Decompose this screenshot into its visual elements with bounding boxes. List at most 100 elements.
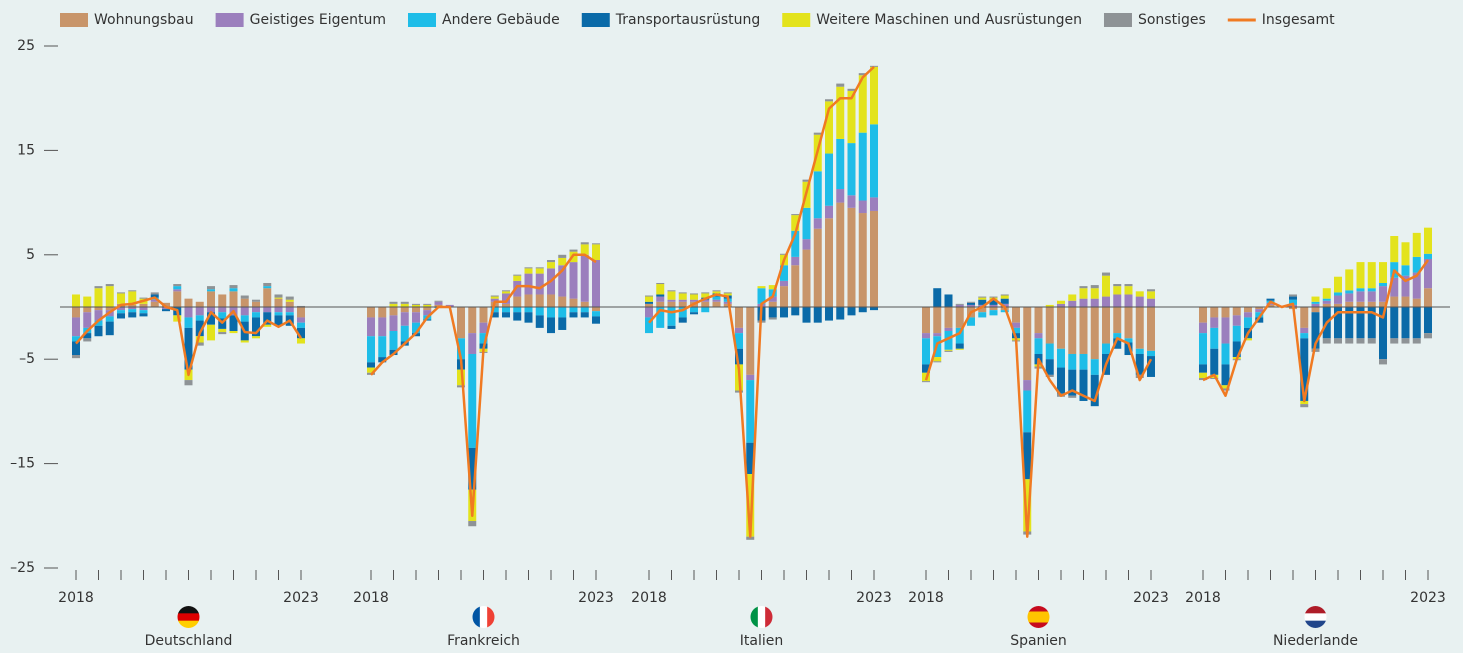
bar-segment (645, 296, 653, 302)
bar-segment (922, 333, 930, 339)
bar-segment (150, 292, 159, 295)
bar-segment (513, 296, 522, 307)
bar-segment (978, 296, 987, 298)
bar-segment (1334, 292, 1342, 296)
bar-segment (434, 300, 443, 302)
legend-swatch (215, 13, 244, 27)
bar-segment (847, 90, 856, 144)
bar-segment (218, 312, 227, 319)
bar-segment (1045, 359, 1054, 375)
flag-stripe (1027, 606, 1050, 612)
bar-segment (944, 331, 953, 350)
bar-segment (1232, 307, 1241, 316)
bar-segment (933, 357, 942, 362)
bar-segment (285, 301, 294, 307)
bar-segment (967, 301, 975, 303)
flag-stripe (1304, 606, 1327, 614)
bar-segment (94, 307, 103, 311)
bar-segment (1113, 294, 1122, 307)
bar-segment (978, 299, 987, 305)
bar-segment (645, 301, 653, 304)
bar-segment (701, 292, 710, 294)
bar-segment (723, 303, 732, 307)
bar-segment (645, 307, 653, 318)
bar-segment (802, 179, 811, 182)
bar-segment (825, 153, 833, 206)
bar-segment (1401, 242, 1410, 266)
bar-segment (558, 254, 567, 258)
bar-segment (1221, 343, 1230, 365)
bar-segment (1068, 395, 1077, 398)
bar-segment (1379, 359, 1387, 365)
bar-segment (967, 317, 975, 326)
bar-segment (297, 327, 305, 339)
y-tick-label: 5 (26, 247, 35, 263)
bar-segment (434, 301, 443, 305)
bar-segment (1090, 359, 1099, 375)
bar-segment (1199, 322, 1207, 334)
flag-stripe (1027, 611, 1050, 618)
bar-segment (1102, 343, 1110, 354)
bar-segment (1147, 298, 1155, 307)
bar-segment (825, 99, 833, 102)
flag-stripe (177, 620, 200, 628)
bar-segment (757, 288, 766, 304)
bar-segment (139, 310, 148, 314)
total-line (924, 297, 1153, 538)
bar-segment (457, 307, 465, 339)
bar-segment (1000, 310, 1009, 313)
bar-segment (1221, 307, 1230, 318)
bar-segment (195, 336, 204, 343)
bar-segment (1057, 367, 1065, 394)
panel-label: Italien (740, 633, 783, 649)
bar-segment (423, 307, 432, 311)
x-tick-label: 2018 (908, 590, 944, 606)
bar-segment (83, 338, 92, 342)
bar-segment (967, 302, 975, 305)
bar-segment (297, 322, 305, 328)
bar-segment (1311, 348, 1320, 352)
bar-segment (791, 307, 800, 316)
bar-segment (667, 325, 676, 329)
bar-segment (207, 291, 215, 307)
bar-segment (1390, 296, 1399, 307)
bar-segment (1300, 404, 1309, 408)
bar-segment (580, 254, 589, 302)
panel-label: Deutschland (145, 633, 233, 649)
bar-segment (678, 292, 687, 294)
bar-segment (667, 291, 676, 300)
bar-segment (847, 207, 856, 307)
bar-segment (1210, 307, 1219, 318)
legend-swatch (60, 13, 88, 27)
bar-segment (207, 307, 215, 313)
bar-segment (667, 301, 676, 307)
y-tick-label: –25 (10, 560, 35, 576)
bar-segment (944, 327, 953, 332)
bar-segment (858, 75, 867, 133)
bar-segment (1345, 293, 1354, 302)
bar-segment (667, 307, 676, 326)
bar-segment (1401, 275, 1410, 297)
bar-segment (780, 286, 788, 307)
bar-segment (1232, 315, 1241, 326)
bar-segment (569, 262, 578, 299)
bar-segment (128, 290, 137, 292)
bar-segment (389, 307, 398, 316)
bar-segment (218, 307, 227, 313)
bar-segment (378, 307, 387, 318)
bar-segment (678, 293, 687, 300)
bar-segment (150, 294, 159, 298)
bar-segment (468, 307, 477, 334)
bar-segment (72, 307, 80, 318)
bar-segment (1045, 343, 1054, 360)
flag-stripe (1304, 613, 1327, 622)
bar-segment (479, 307, 488, 323)
bar-segment (240, 315, 249, 322)
flag-stripe (765, 606, 773, 628)
bar-segment (1345, 338, 1354, 344)
bar-segment (1334, 303, 1342, 307)
bar-segment (389, 315, 398, 332)
bar-segment (547, 262, 555, 269)
bar-segment (513, 275, 522, 281)
